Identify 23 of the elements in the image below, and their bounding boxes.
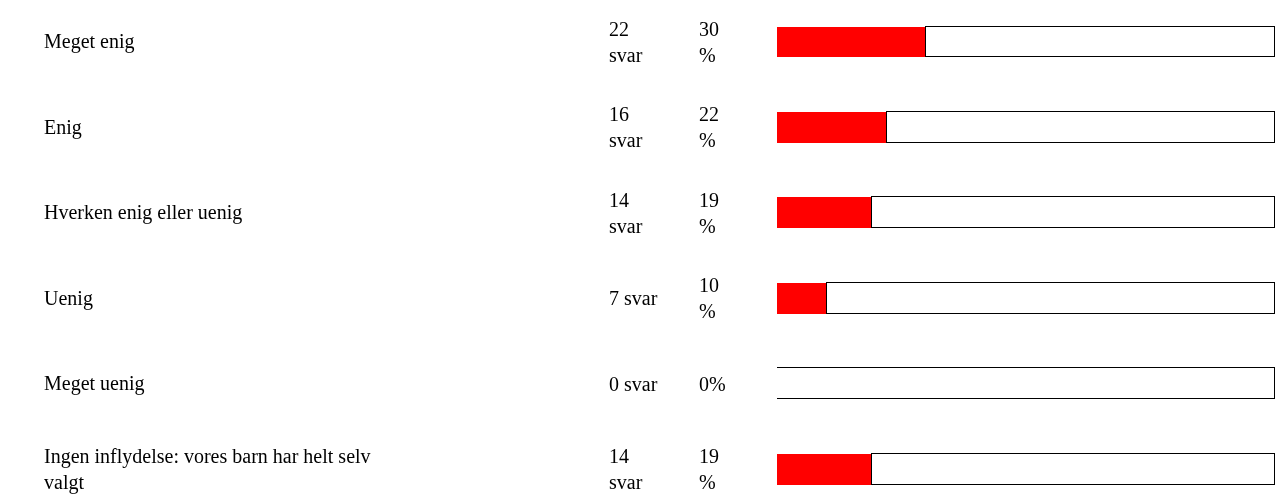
y-tick-label: Hverken enig eller uenig [44,201,243,224]
text: 22 svar [609,18,643,66]
data-label: 30 % [699,18,719,66]
y-tick-label: Meget enig [44,30,135,53]
data-label: 0% [699,373,726,395]
y-tick-label: Enig [44,116,82,139]
data-label: 22 % [699,103,719,151]
y-tick-label: Ingen inflydelse: vores barn har helt selv valgt [44,445,371,494]
bar [777,197,872,228]
data-label: 10 % [699,274,719,322]
bar [777,27,926,57]
text: 7 svar [609,287,658,309]
text: 14 svar [609,445,643,493]
text: 14 svar [609,189,643,237]
y-tick-label: Meget uenig [44,372,145,395]
y-tick-label: Uenig [44,287,93,310]
data-label: 19 % [699,445,719,493]
bar [777,454,872,485]
bar [777,112,887,143]
text: 0 svar [609,373,658,395]
data-label: 19 % [699,189,719,237]
bar [777,283,827,314]
text: 16 svar [609,103,643,151]
